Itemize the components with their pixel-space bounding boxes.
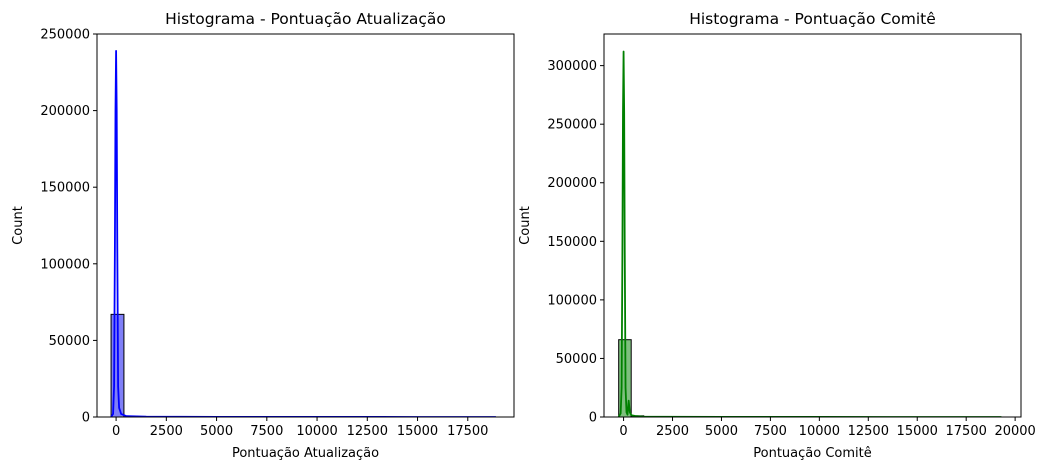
x-tick-label: 15000 [897,424,938,439]
x-tick-label: 2500 [150,424,183,439]
x-tick-label: 7500 [754,424,787,439]
x-axis-label: Pontuação Atualização [232,446,379,461]
y-tick-label: 100000 [40,257,90,272]
axes-frame [96,33,515,418]
chart-title: Histograma - Pontuação Atualização [165,10,446,28]
x-tick-label: 17500 [447,424,488,439]
x-tick-label: 2500 [656,424,689,439]
y-tick-label: 250000 [40,28,90,43]
plot-area [110,49,496,417]
x-tick-label: 5000 [200,424,233,439]
y-tick-label: 50000 [49,334,90,349]
y-tick-label: 150000 [547,235,597,250]
x-tick-label: 10000 [296,424,337,439]
y-tick-label: 150000 [40,181,90,196]
x-tick-label: 0 [619,424,627,439]
x-tick-label: 15000 [397,424,438,439]
histogram-panel-atualizacao: 0 2500 5000 7500 10000 12500 15000 17500 0 50000 1… [11,10,515,461]
y-axis-label: Count [518,206,533,245]
x-tick-label: 10000 [799,424,840,439]
y-tick-label: 200000 [547,176,597,191]
x-tick-label: 17500 [946,424,987,439]
y-tick-label: 0 [82,411,90,426]
kde-line [617,50,1002,417]
y-tick-label: 250000 [547,118,597,133]
y-axis-label: Count [11,206,26,245]
y-tick-label: 100000 [547,293,597,308]
y-tick-label: 50000 [556,352,597,367]
histogram-panel-comite: 0 2500 5000 7500 10000 12500 15000 17500 2000005… [518,10,1036,461]
y-tick-label: 200000 [40,104,90,119]
x-tick-label: 12500 [347,424,388,439]
x-tick-label: 7500 [250,424,283,439]
kde-line [110,49,496,417]
chart-title: Histograma - Pontuação Comitê [689,10,936,28]
y-tick-label: 0 [589,411,597,426]
x-tick-label: 20000 [994,424,1035,439]
y-tick-label: 300000 [547,59,597,74]
x-axis-label: Pontuação Comitê [753,446,871,461]
x-tick-label: 12500 [848,424,889,439]
plot-area [617,50,1002,417]
axes-frame [603,33,1022,418]
x-tick-label: 5000 [705,424,738,439]
x-tick-label: 0 [112,424,120,439]
